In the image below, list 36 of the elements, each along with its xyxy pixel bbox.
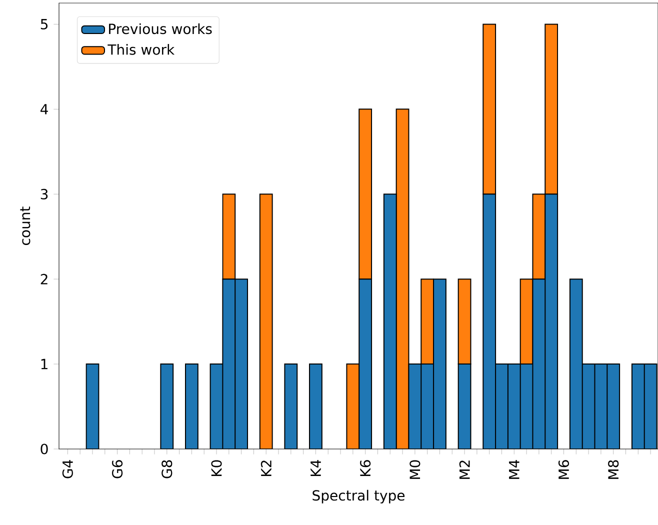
x-tick-label: M6	[558, 460, 570, 479]
bar	[346, 364, 360, 449]
y-axis-title: count	[20, 206, 30, 245]
x-tick-label: M2	[459, 460, 470, 479]
y-tick-label: 4	[40, 104, 48, 114]
bar	[309, 364, 322, 449]
bar	[259, 194, 273, 449]
bar	[482, 24, 496, 195]
y-tick-label: 5	[40, 19, 48, 30]
x-tick-label: G4	[62, 460, 73, 478]
bar	[222, 194, 236, 280]
legend-label: This work	[108, 44, 175, 55]
y-tick-label: 2	[40, 274, 48, 284]
x-tick-label: K2	[260, 460, 272, 476]
bar	[160, 364, 174, 449]
bar	[358, 278, 372, 449]
x-tick-label: G6	[112, 460, 123, 478]
bar	[420, 278, 434, 365]
x-tick-label: M8	[608, 460, 619, 479]
bar	[358, 108, 372, 280]
x-tick-label: G8	[162, 460, 172, 478]
y-tick-label: 0	[40, 444, 48, 454]
y-tick-label: 3	[40, 188, 48, 200]
bar	[383, 194, 397, 449]
y-tick-label: 1	[41, 358, 48, 370]
x-tick-label: K4	[310, 460, 321, 476]
x-tick-label: K6	[360, 460, 371, 476]
legend-label: Previous works	[109, 23, 212, 34]
bar	[284, 364, 298, 449]
bar	[185, 364, 198, 449]
bar	[532, 194, 546, 280]
x-tick-label: K0	[211, 460, 222, 476]
x-tick-label: M4	[509, 460, 520, 479]
x-axis-title: Spectral type	[312, 490, 405, 504]
x-tick-label: M0	[410, 460, 420, 479]
bar	[544, 24, 558, 195]
